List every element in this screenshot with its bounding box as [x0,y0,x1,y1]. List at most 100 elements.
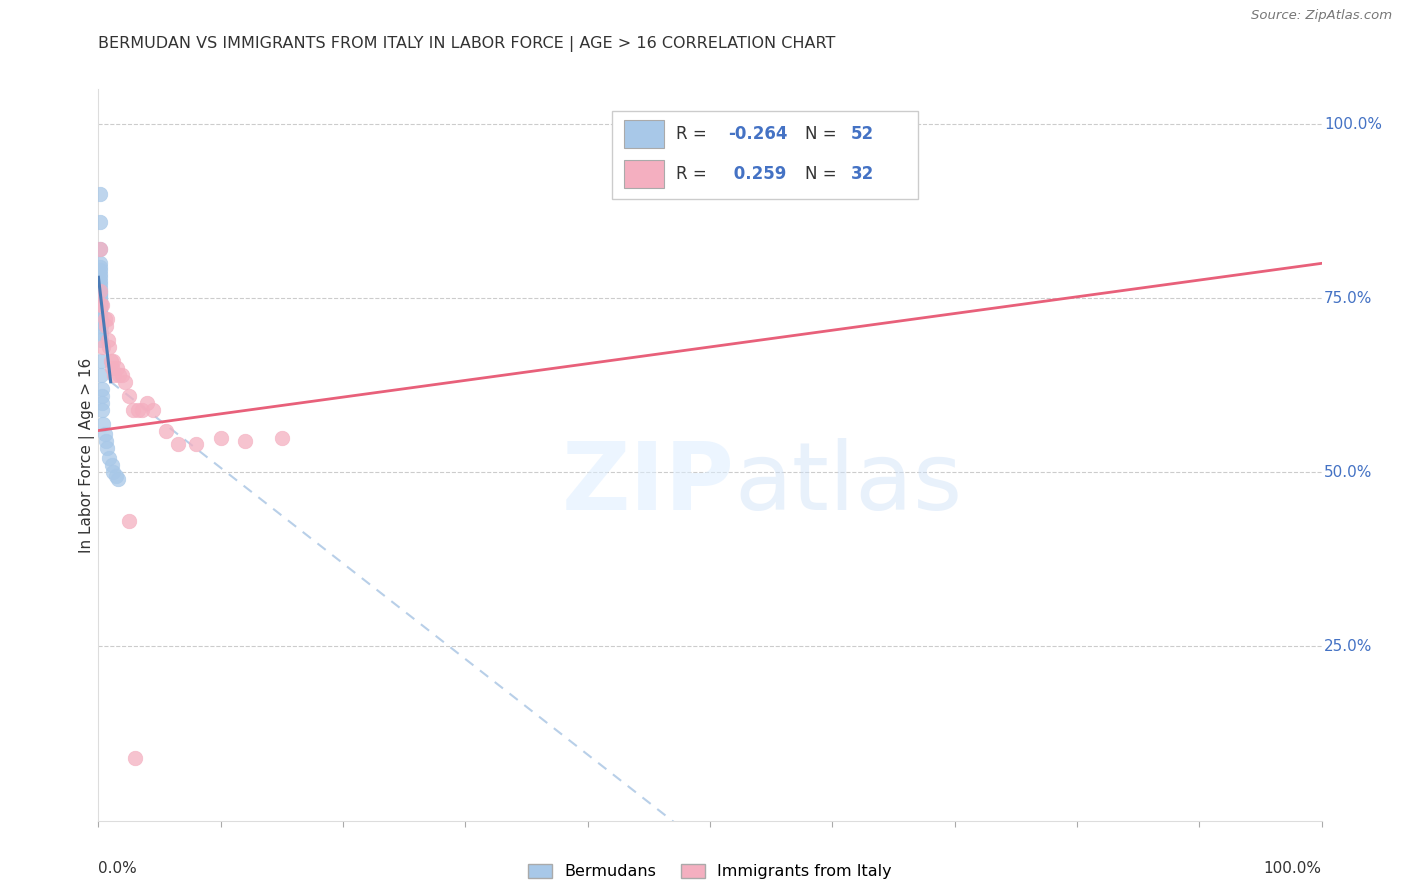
Point [94,319,117,334]
Y-axis label: In Labor Force | Age > 16: In Labor Force | Age > 16 [79,358,96,552]
Point [90,326,112,340]
Point [89,293,111,308]
Point [89,290,111,304]
Point [131,402,153,417]
Point [118,514,141,528]
Text: 52: 52 [851,125,873,143]
Text: 32: 32 [851,165,875,184]
Point [89,274,111,288]
Point [167,437,190,451]
Point [111,368,134,382]
Point [91,298,114,312]
Point [91,402,114,417]
Point [101,360,124,375]
Text: 0.259: 0.259 [728,165,787,184]
Point [105,360,128,375]
Text: 75.0%: 75.0% [1324,291,1372,306]
Point [89,270,111,285]
Point [98,340,121,354]
Text: R =: R = [676,125,707,143]
Point [142,402,165,417]
Point [90,313,112,327]
Text: BERMUDAN VS IMMIGRANTS FROM ITALY IN LABOR FORCE | AGE > 16 CORRELATION CHART: BERMUDAN VS IMMIGRANTS FROM ITALY IN LAB… [98,36,835,52]
Bar [624,120,664,148]
Point [89,214,111,228]
Point [89,293,111,307]
Point [89,256,111,270]
Point [101,354,124,368]
Legend: Bermudans, Immigrants from Italy: Bermudans, Immigrants from Italy [522,857,898,886]
Point [89,260,111,274]
Point [124,751,146,765]
Point [101,458,124,473]
Point [209,430,232,444]
Point [93,427,115,442]
Point [270,430,294,444]
Point [100,354,122,368]
Point [97,333,120,347]
Point [89,288,111,302]
Point [89,243,111,257]
Point [93,312,115,326]
Point [104,468,127,483]
Point [91,382,114,396]
Point [186,437,208,451]
Text: R =: R = [676,165,707,184]
Point [107,472,129,486]
Text: 25.0%: 25.0% [1324,639,1372,654]
Point [89,310,111,324]
Point [89,287,111,301]
Text: atlas: atlas [734,438,963,530]
Text: 50.0%: 50.0% [1324,465,1372,480]
Text: -0.264: -0.264 [728,125,787,143]
Point [98,451,121,466]
Point [114,375,136,389]
Text: Source: ZipAtlas.com: Source: ZipAtlas.com [1251,9,1392,22]
Point [155,424,177,438]
Point [91,389,114,403]
Point [121,402,143,417]
Point [233,434,256,448]
Point [89,267,111,281]
Text: N =: N = [804,125,837,143]
Point [90,319,112,334]
Point [94,434,117,448]
Point [90,368,112,382]
Point [90,298,112,312]
Point [96,312,118,326]
FancyBboxPatch shape [612,112,918,199]
Point [89,285,111,300]
Point [89,277,111,292]
Point [90,354,112,368]
Point [101,466,124,480]
Point [96,441,118,455]
Point [89,291,111,305]
Text: 100.0%: 100.0% [1324,117,1382,131]
Text: ZIP: ZIP [561,438,734,530]
Text: N =: N = [804,165,837,184]
Point [89,284,111,298]
Point [699,131,721,145]
Point [89,295,111,310]
Point [118,389,141,403]
Point [89,186,111,201]
Point [90,333,112,347]
Point [89,303,111,318]
Point [108,368,131,382]
Point [89,306,111,320]
Point [89,263,111,277]
Point [89,312,111,326]
Point [89,298,111,312]
Bar [624,161,664,188]
Point [103,368,125,382]
Point [90,316,112,330]
Point [91,417,114,431]
Point [91,340,114,354]
Text: 100.0%: 100.0% [1264,861,1322,876]
Point [136,395,159,409]
Point [89,284,111,298]
Point [89,300,111,314]
Point [89,310,111,325]
Point [89,243,111,257]
Point [127,402,149,417]
